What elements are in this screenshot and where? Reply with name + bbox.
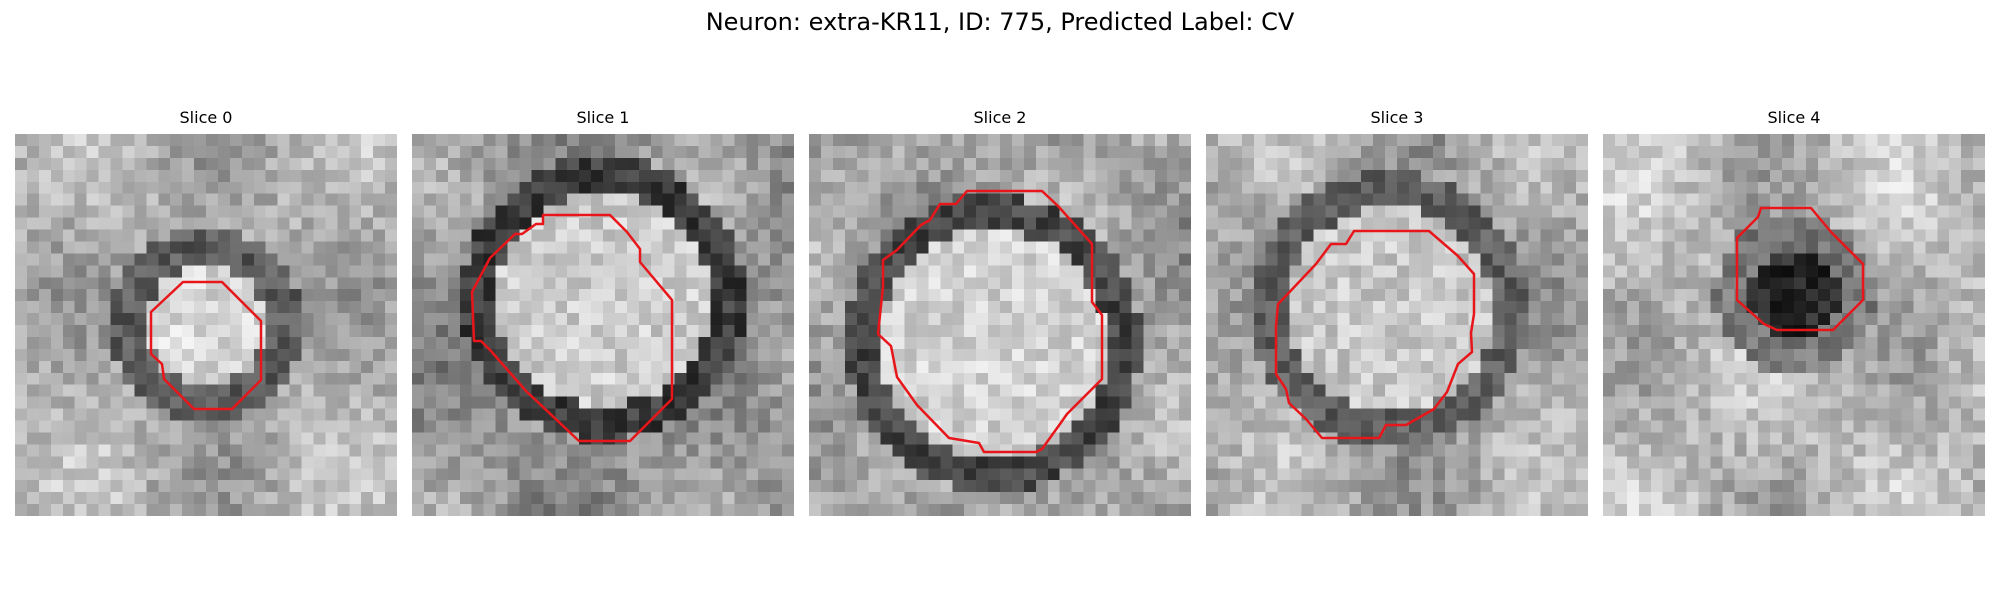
slice-image: [1603, 134, 1985, 516]
slice-panel-2: Slice 2: [809, 108, 1191, 516]
slice-image: [809, 134, 1191, 516]
slice-panel-3: Slice 3: [1206, 108, 1588, 516]
slice-image: [412, 134, 794, 516]
slice-panel-0: Slice 0: [15, 108, 397, 516]
slice-panel-1: Slice 1: [412, 108, 794, 516]
slice-title: Slice 2: [973, 108, 1027, 127]
figure-title: Neuron: extra-KR11, ID: 775, Predicted L…: [705, 8, 1295, 36]
slice-title: Slice 3: [1370, 108, 1424, 127]
slice-title: Slice 4: [1767, 108, 1821, 127]
slice-title: Slice 1: [576, 108, 630, 127]
slice-image: [15, 134, 397, 516]
slice-panel-4: Slice 4: [1603, 108, 1985, 516]
slice-image: [1206, 134, 1588, 516]
slice-title: Slice 0: [179, 108, 233, 127]
